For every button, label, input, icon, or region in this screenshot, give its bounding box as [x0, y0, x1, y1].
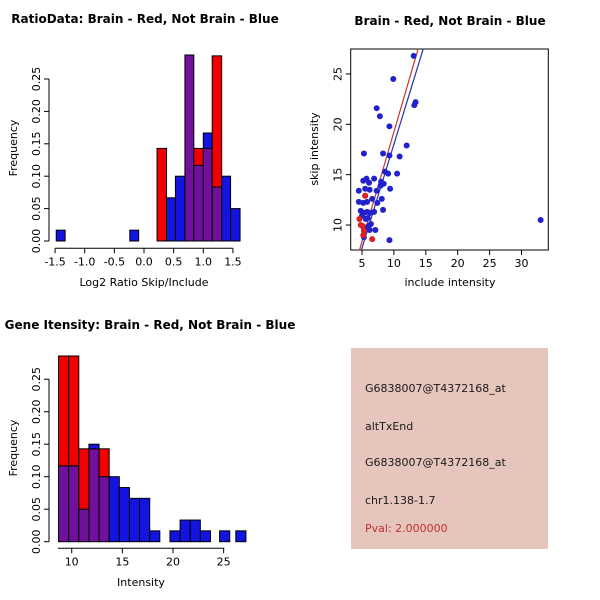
svg-text:25: 25: [483, 257, 497, 270]
svg-text:0.00: 0.00: [30, 229, 43, 254]
svg-text:0.20: 0.20: [30, 99, 43, 124]
svg-text:0.15: 0.15: [30, 132, 43, 157]
y-axis-label: skip intensity: [308, 112, 321, 186]
svg-text:-0.5: -0.5: [104, 255, 125, 268]
y-axis-label: Frequency: [7, 419, 20, 477]
gene-intensity-histogram-plot: 0.00 0.05 0.10 0.15 0.20 0.25 10 15 20 25: [30, 355, 247, 568]
splice-type-line: altTxEnd: [365, 420, 414, 433]
svg-text:0.25: 0.25: [30, 67, 43, 92]
svg-text:0.10: 0.10: [30, 464, 43, 489]
svg-text:20: 20: [332, 117, 345, 131]
x-axis-label: Log2 Ratio Skip/Include: [79, 276, 209, 289]
svg-text:5: 5: [359, 257, 366, 270]
panel-intensity-scatter: 5 10 15 20 25 30 10 15 20 25 Brain - Red, Not Bra…: [300, 0, 600, 300]
svg-text:15: 15: [332, 168, 345, 182]
svg-text:0.25: 0.25: [30, 367, 43, 392]
x-axis-label: Intensity: [117, 576, 165, 589]
panel-ratio-histogram: 0.00 0.05 0.10 0.15 0.20 0.25 -1.5 -1.0 -0.5 0.0 0…: [0, 0, 300, 300]
svg-text:25: 25: [217, 555, 231, 568]
svg-text:10: 10: [387, 257, 401, 270]
chart-title: Gene Itensity: Brain - Red, Not Brain - …: [4, 318, 296, 332]
ratio-histogram-plot: 0.00 0.05 0.10 0.15 0.20 0.25 -1.5 -1.0 -0.5 0.0 0…: [30, 54, 242, 268]
pval-line: Pval: 2.000000: [365, 522, 448, 535]
gene-info-box: G6838007@T4372168_at altTxEnd G6838007@T…: [351, 348, 548, 549]
svg-text:15: 15: [115, 555, 129, 568]
svg-text:0.05: 0.05: [30, 196, 43, 221]
svg-text:-1.0: -1.0: [74, 255, 95, 268]
svg-text:10: 10: [332, 218, 345, 232]
svg-text:-1.5: -1.5: [44, 255, 65, 268]
svg-text:1.0: 1.0: [195, 255, 213, 268]
svg-text:0.05: 0.05: [30, 497, 43, 522]
svg-text:0.5: 0.5: [165, 255, 183, 268]
y-axis-label: Frequency: [7, 119, 20, 177]
svg-text:20: 20: [451, 257, 465, 270]
svg-text:0.15: 0.15: [30, 432, 43, 457]
svg-text:1.5: 1.5: [224, 255, 242, 268]
svg-text:0.10: 0.10: [30, 164, 43, 189]
chromosome-location-line: chr1.138-1.7: [365, 494, 436, 507]
svg-text:15: 15: [419, 257, 433, 270]
svg-text:20: 20: [166, 555, 180, 568]
svg-text:0.00: 0.00: [30, 529, 43, 554]
chart-title: RatioData: Brain - Red, Not Brain - Blue: [11, 12, 279, 26]
chart-title: Brain - Red, Not Brain - Blue: [354, 14, 546, 28]
x-axis-label: include intensity: [404, 276, 496, 289]
intensity-scatter-plot: 5 10 15 20 25 30 10 15 20 25: [332, 48, 549, 270]
svg-text:25: 25: [332, 67, 345, 81]
svg-text:0.20: 0.20: [30, 399, 43, 424]
svg-text:10: 10: [65, 555, 79, 568]
probe-id-line: G6838007@T4372168_at: [365, 382, 506, 395]
svg-text:0.0: 0.0: [135, 255, 153, 268]
panel-gene-intensity-histogram: 0.00 0.05 0.10 0.15 0.20 0.25 10 15 20 25 Gene It…: [0, 300, 300, 600]
probe-id-line-2: G6838007@T4372168_at: [365, 456, 506, 469]
svg-text:30: 30: [515, 257, 529, 270]
panel-gene-info: G6838007@T4372168_at altTxEnd G6838007@T…: [300, 300, 600, 600]
